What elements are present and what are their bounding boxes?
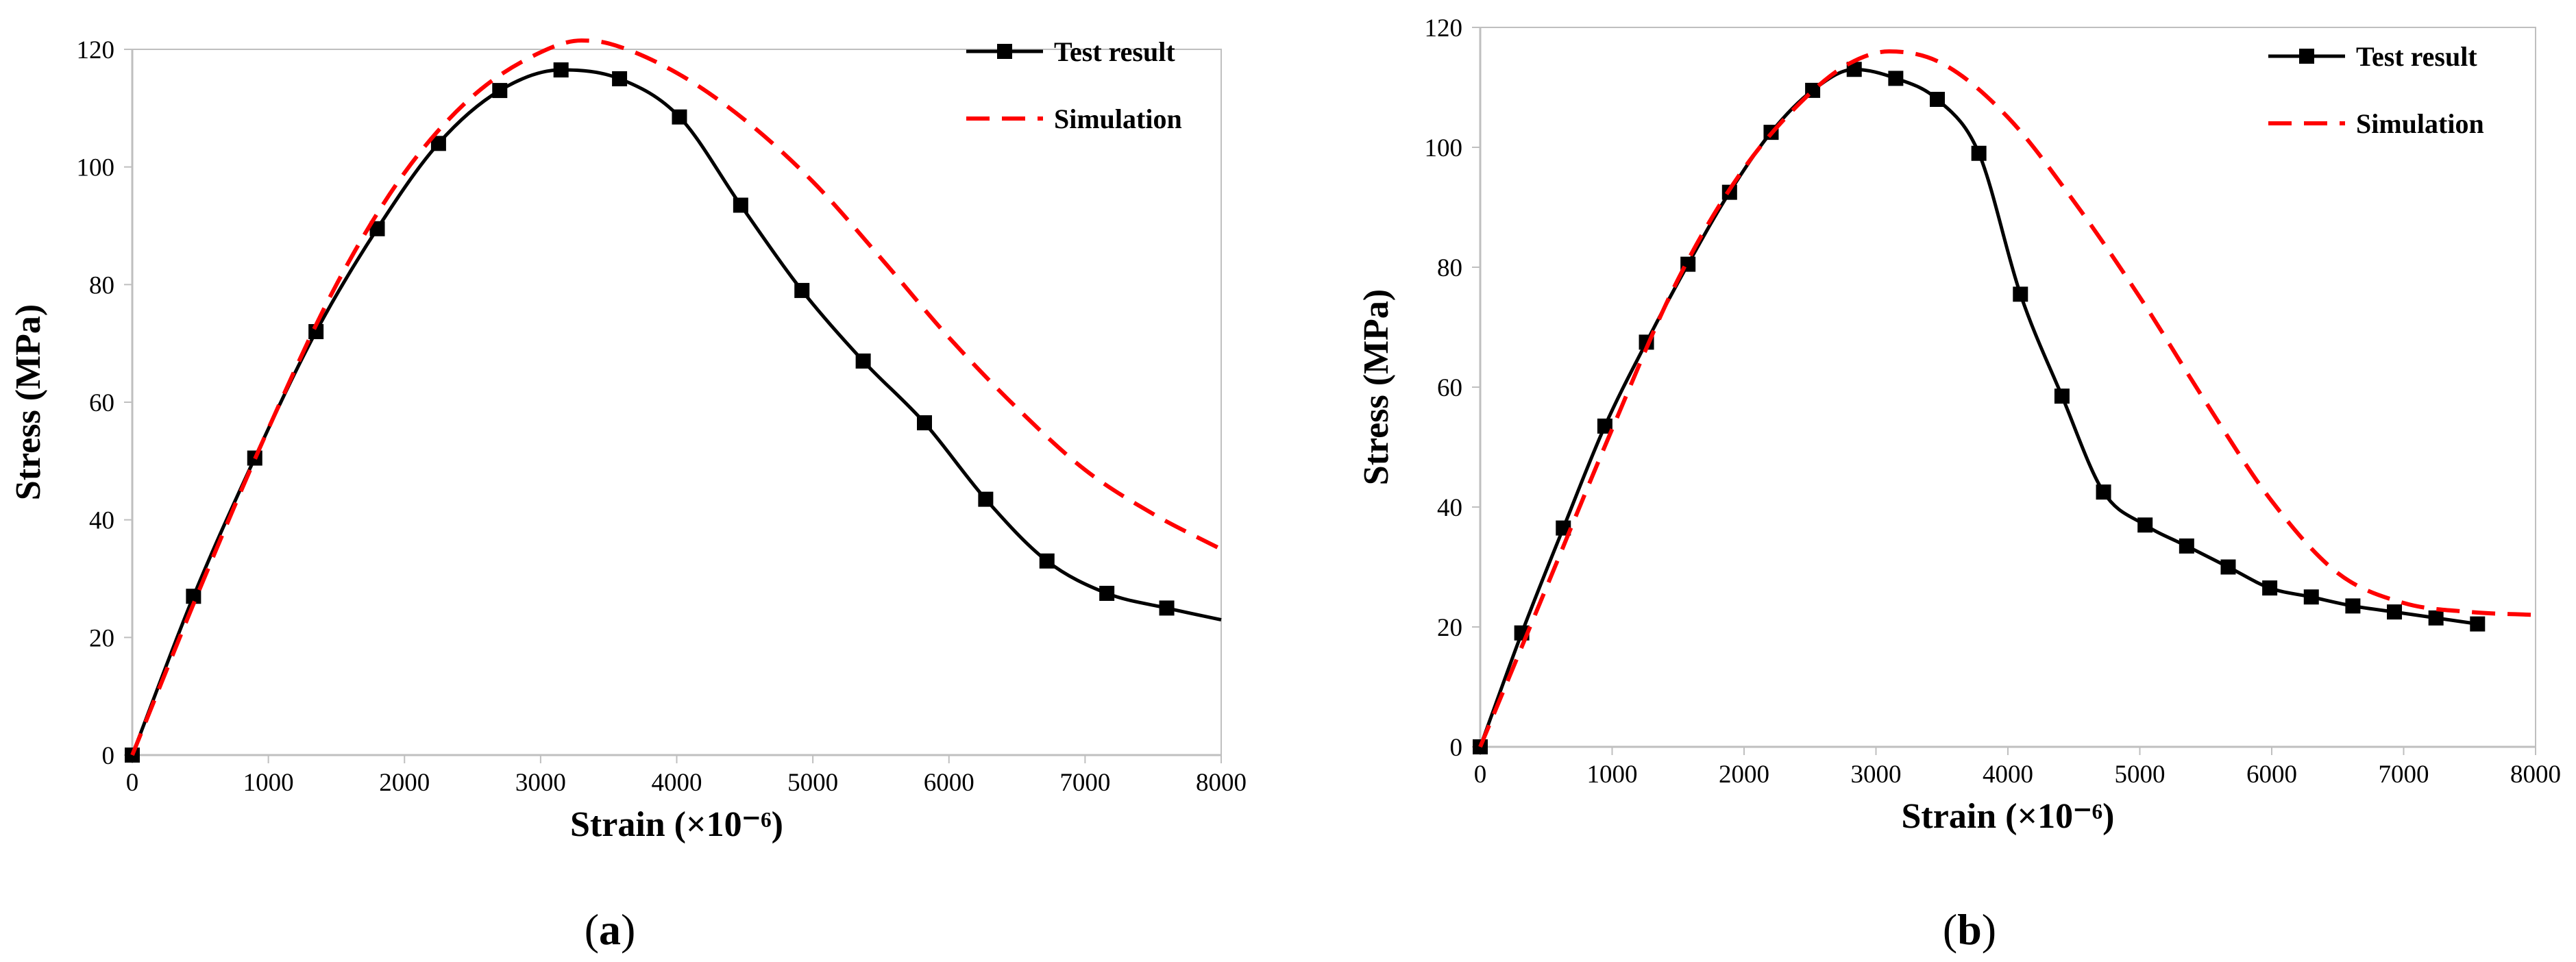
y-tick-label: 60: [1437, 374, 1462, 402]
simulation-line: [1478, 49, 2536, 748]
y-tick-label: 80: [1437, 254, 1462, 282]
test-result-marker: [2096, 484, 2111, 500]
test-result-marker: [672, 109, 687, 125]
test-result-line: [1478, 67, 2478, 748]
y-tick-label: 60: [89, 389, 114, 417]
y-tick-label: 80: [89, 271, 114, 299]
y-axis-label: Stress (MPa): [1357, 289, 1396, 485]
test-result-marker: [612, 71, 628, 86]
chart-panel-a: 0 1000 2000 3000 4000 5000 6000 7000 8000 0 20 40 60…: [9, 36, 1247, 954]
x-tick-label: 1000: [1587, 761, 1638, 789]
legend-label: Simulation: [2356, 108, 2484, 139]
x-tick-label: 0: [126, 769, 139, 797]
x-tick-label: 5000: [787, 769, 838, 797]
y-tick-label: 120: [1425, 14, 1463, 42]
x-tick-label: 5000: [2115, 761, 2166, 789]
test-result-marker: [2345, 598, 2361, 614]
test-result-marker: [1597, 418, 1612, 434]
x-tick-label: 7000: [1059, 769, 1110, 797]
chart-svg-a: 0 1000 2000 3000 4000 5000 6000 7000 8000 0 20 40 60…: [9, 36, 1247, 954]
test-result-marker: [2470, 616, 2486, 632]
x-tick-label: 3000: [1851, 761, 1902, 789]
simulation-line: [130, 38, 1223, 756]
x-tick-label: 1000: [243, 769, 294, 797]
x-tick-label: 3000: [515, 769, 566, 797]
test-result-marker: [1888, 71, 1904, 86]
test-result-marker: [2220, 559, 2236, 575]
x-tick-label: 4000: [1983, 761, 2033, 789]
test-result-marker: [1971, 145, 1987, 161]
x-tick-label: 2000: [1719, 761, 1769, 789]
legend-label: Test result: [1054, 36, 1175, 67]
test-result-marker: [2013, 286, 2028, 302]
test-result-line: [130, 68, 1222, 756]
test-result-marker: [733, 197, 748, 213]
test-result-marker: [1039, 553, 1055, 569]
test-result-marker: [186, 589, 201, 604]
test-result-marker: [855, 353, 871, 369]
x-tick-label: 6000: [924, 769, 974, 797]
y-tick-label: 40: [1437, 494, 1462, 522]
y-tick-label: 20: [89, 624, 114, 652]
panel-caption: (b): [1943, 905, 1996, 954]
test-result-marker: [2137, 517, 2153, 533]
x-axis-label: Strain (×10⁻⁶): [1902, 797, 2115, 836]
plot-frame: [132, 49, 1222, 756]
legend-label: Simulation: [1054, 103, 1182, 134]
x-axis-label: Strain (×10⁻⁶): [570, 805, 783, 844]
test-result-marker: [2428, 610, 2444, 626]
y-tick-label: 40: [89, 507, 114, 535]
test-result-marker: [794, 282, 810, 298]
test-result-marker: [2262, 580, 2278, 596]
test-result-marker: [430, 136, 446, 151]
y-tick-label: 120: [77, 36, 115, 64]
chart-svg-b: 0 1000 2000 3000 4000 5000 6000 7000 8000 0 20 40 60…: [1357, 14, 2561, 954]
x-tick-label: 2000: [379, 769, 430, 797]
legend-marker: [997, 44, 1012, 59]
test-result-marker: [1846, 62, 1862, 77]
x-tick-label: 6000: [2246, 761, 2297, 789]
test-result-marker: [2387, 604, 2403, 620]
test-result-marker: [2054, 388, 2070, 404]
x-tick-label: 8000: [1196, 769, 1247, 797]
test-result-marker: [2179, 538, 2194, 554]
y-tick-label: 20: [1437, 614, 1462, 642]
test-result-marker: [369, 221, 385, 236]
test-result-marker: [1159, 600, 1175, 616]
y-tick-label: 0: [102, 742, 115, 770]
test-result-marker: [1930, 92, 1946, 107]
chart-panel-b: 0 1000 2000 3000 4000 5000 6000 7000 8000 0 20 40 60…: [1288, 0, 2576, 962]
test-result-marker: [308, 324, 324, 339]
test-result-marker: [1099, 585, 1115, 601]
legend-marker: [2299, 49, 2314, 64]
y-tick-label: 0: [1450, 734, 1463, 762]
x-tick-label: 0: [1474, 761, 1487, 789]
legend-label: Test result: [2356, 41, 2477, 72]
x-tick-label: 4000: [652, 769, 702, 797]
test-result-marker: [916, 415, 932, 431]
panel-caption: (a): [585, 905, 636, 954]
panel-letter: b: [1957, 905, 1982, 954]
test-result-marker: [2303, 589, 2319, 605]
panel-letter: a: [599, 905, 621, 954]
x-tick-label: 8000: [2510, 761, 2561, 789]
y-axis-label: Stress (MPa): [9, 304, 48, 500]
test-result-marker: [978, 491, 994, 507]
test-result-marker: [492, 83, 508, 99]
test-result-marker: [553, 62, 569, 78]
test-result-marker: [1556, 520, 1571, 536]
x-tick-label: 7000: [2379, 761, 2429, 789]
y-tick-label: 100: [77, 154, 115, 182]
y-tick-label: 100: [1425, 134, 1463, 162]
